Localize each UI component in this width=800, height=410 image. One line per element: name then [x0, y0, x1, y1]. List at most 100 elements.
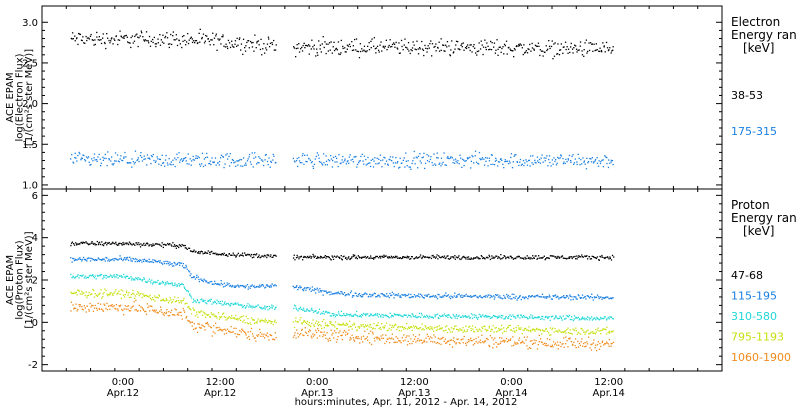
data-point	[249, 322, 251, 324]
data-point	[168, 244, 170, 246]
data-point	[462, 296, 464, 298]
data-point	[439, 327, 442, 329]
data-point	[387, 163, 389, 165]
data-point	[353, 156, 355, 158]
data-point	[300, 308, 303, 310]
data-point	[136, 277, 138, 280]
data-point	[545, 45, 547, 47]
data-point	[305, 332, 308, 334]
data-point	[295, 56, 297, 58]
data-point	[346, 313, 348, 315]
data-point	[152, 243, 154, 245]
data-point	[331, 334, 333, 336]
data-point	[406, 322, 408, 325]
data-point	[391, 326, 393, 329]
data-point	[397, 326, 399, 329]
data-point	[557, 331, 559, 333]
data-point	[92, 160, 94, 162]
data-point	[311, 256, 313, 258]
data-point	[329, 293, 331, 296]
data-point	[577, 316, 579, 319]
data-point	[87, 257, 89, 259]
data-point	[339, 324, 341, 326]
data-point	[515, 317, 517, 319]
data-point	[472, 328, 474, 330]
data-point	[422, 156, 424, 158]
data-point	[417, 338, 419, 340]
data-point	[418, 340, 420, 342]
data-point	[78, 290, 81, 292]
data-point	[174, 314, 176, 316]
data-point	[139, 35, 141, 37]
data-point	[185, 266, 188, 268]
data-point	[236, 37, 238, 39]
data-point	[504, 296, 506, 298]
data-point	[206, 313, 208, 316]
data-point	[184, 39, 186, 42]
data-point	[330, 291, 332, 293]
data-point	[347, 257, 349, 259]
data-point	[462, 256, 464, 258]
panel-frame	[41, 5, 723, 190]
data-point	[252, 335, 254, 337]
data-point	[375, 296, 377, 298]
data-point	[218, 326, 220, 329]
data-point	[192, 276, 194, 279]
data-point	[271, 283, 273, 285]
data-point	[72, 38, 74, 40]
data-point	[178, 285, 181, 287]
data-point	[612, 49, 614, 51]
data-point	[347, 314, 349, 316]
data-point	[234, 254, 236, 257]
data-point	[200, 299, 202, 301]
data-point	[399, 314, 401, 316]
data-point	[379, 326, 381, 329]
data-point	[542, 256, 544, 259]
data-point	[427, 45, 429, 47]
data-point	[125, 257, 127, 259]
data-point	[274, 254, 276, 256]
data-point	[212, 161, 214, 163]
data-point	[500, 254, 502, 256]
data-point	[153, 244, 155, 246]
data-point	[135, 299, 137, 302]
data-point	[198, 157, 200, 159]
data-point	[311, 289, 314, 291]
data-point	[529, 258, 531, 260]
data-point	[406, 47, 408, 49]
data-point	[150, 305, 152, 307]
data-point	[586, 318, 588, 321]
data-point	[327, 338, 329, 340]
data-point	[575, 327, 577, 329]
data-point	[170, 244, 172, 246]
data-point	[351, 158, 354, 160]
data-point	[314, 255, 316, 257]
data-point	[152, 299, 155, 301]
legend-entry: 795-1193	[731, 331, 784, 344]
data-point	[238, 160, 240, 162]
data-point	[418, 334, 420, 336]
data-point	[348, 294, 350, 296]
data-point	[469, 339, 471, 341]
data-point	[134, 244, 136, 246]
data-point	[252, 285, 255, 288]
data-point	[295, 317, 297, 319]
data-point	[572, 319, 575, 322]
data-point	[589, 258, 591, 260]
data-point	[198, 251, 200, 253]
data-point	[566, 328, 568, 331]
data-point	[160, 309, 162, 311]
data-point	[342, 293, 344, 295]
data-point	[336, 157, 338, 159]
data-point	[128, 241, 131, 243]
data-point	[500, 258, 502, 260]
data-point	[550, 298, 553, 300]
data-point	[267, 164, 269, 166]
data-point	[428, 317, 430, 319]
data-point	[382, 45, 385, 47]
data-point	[481, 334, 483, 336]
data-point	[184, 244, 186, 247]
data-point	[187, 319, 189, 322]
data-point	[86, 242, 88, 244]
data-point	[526, 52, 529, 54]
